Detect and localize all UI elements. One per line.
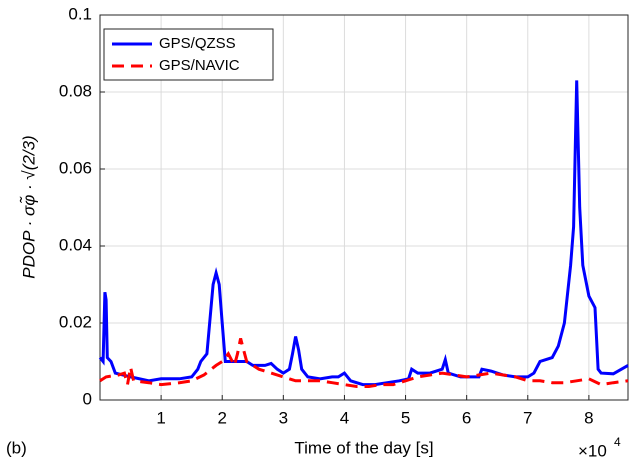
x-tick-label: 3 — [279, 408, 288, 427]
x-tick-label: 7 — [523, 408, 532, 427]
data-line — [98, 80, 629, 387]
x-tick-label: 1 — [156, 408, 165, 427]
plot-frame — [99, 14, 629, 401]
x-axis-label: Time of the day [s] — [294, 438, 433, 457]
legend-label: GPS/QZSS — [159, 35, 236, 52]
y-tick-label: 0 — [83, 389, 92, 408]
panel-label: (b) — [6, 438, 27, 457]
y-tick-label: 0.04 — [59, 235, 92, 254]
x-tick-label: 8 — [584, 408, 593, 427]
x-tick-label: 2 — [217, 408, 226, 427]
y-axis-label: PDOP · σφ̃ · √(2/3) — [18, 135, 38, 278]
y-tick-label: 0.1 — [68, 4, 92, 23]
x-tick-label: 5 — [401, 408, 410, 427]
legend-box — [103, 28, 274, 81]
x-tick-label: 4 — [340, 408, 349, 427]
x-offset-exponent: 4 — [614, 435, 621, 449]
x-tick-label: 6 — [462, 408, 471, 427]
legend-label: GPS/NAVIC — [159, 57, 240, 74]
y-tick-label: 0.02 — [59, 312, 92, 331]
x-offset-base: ×10 — [578, 441, 607, 460]
data-line — [99, 338, 629, 388]
y-tick-label: 0.06 — [59, 158, 92, 177]
y-tick-label: 0.08 — [59, 81, 92, 100]
